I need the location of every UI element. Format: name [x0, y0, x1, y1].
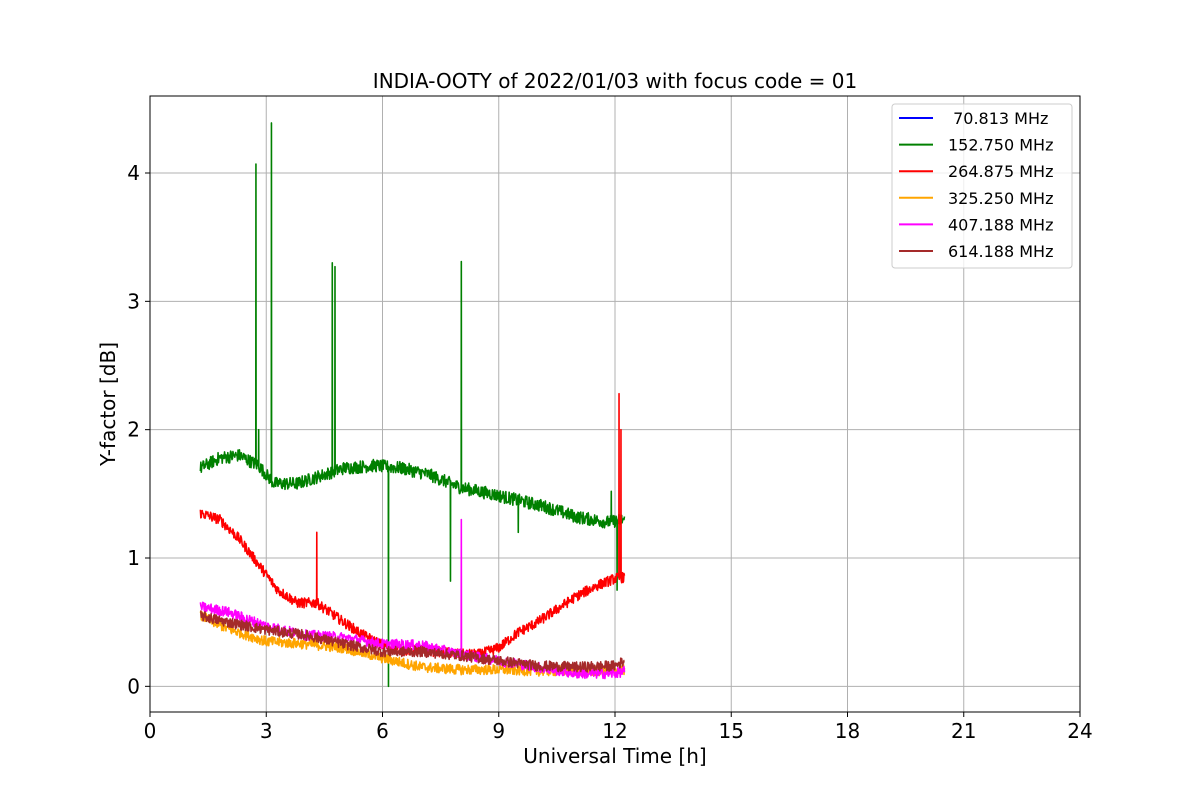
y-axis-label: Y-factor [dB] [96, 342, 120, 467]
legend-label: 70.813 MHz [948, 109, 1048, 128]
x-tick-label: 15 [719, 719, 744, 743]
x-tick-label: 18 [835, 719, 860, 743]
y-tick-label: 3 [127, 289, 140, 313]
series-group [199, 122, 626, 688]
legend-box [891, 103, 1073, 269]
x-tick-label: 6 [376, 719, 389, 743]
x-tick-label: 12 [602, 719, 627, 743]
x-tick-label: 3 [260, 719, 273, 743]
legend-label: 264.875 MHz [948, 162, 1053, 181]
x-tick-label: 21 [951, 719, 976, 743]
series-line-1 [199, 122, 626, 688]
legend-label: 325.250 MHz [948, 189, 1053, 208]
y-tick-label: 2 [127, 418, 140, 442]
x-tick-label: 24 [1067, 719, 1092, 743]
legend-label: 152.750 MHz [948, 136, 1053, 155]
y-tick-label: 4 [127, 161, 140, 185]
y-tick-label: 0 [127, 674, 140, 698]
legend-label: 614.188 MHz [948, 242, 1053, 261]
chart-title: INDIA-OOTY of 2022/01/03 with focus code… [373, 69, 857, 93]
series-line-5 [200, 610, 625, 673]
x-tick-label: 9 [492, 719, 505, 743]
y-tick-label: 1 [127, 546, 140, 570]
legend-label: 407.188 MHz [948, 215, 1053, 234]
legend: 70.813 MHz 152.750 MHz 264.875 MHz 325.250 … [891, 103, 1073, 269]
series-line-3 [199, 610, 626, 677]
x-axis-label: Universal Time [h] [523, 744, 706, 768]
x-tick-label: 0 [144, 719, 157, 743]
grid [149, 96, 1081, 712]
y-axis: 0 1 2 3 4 [127, 161, 150, 698]
x-axis: 0 3 6 9 12 15 18 21 24 [144, 712, 1093, 743]
